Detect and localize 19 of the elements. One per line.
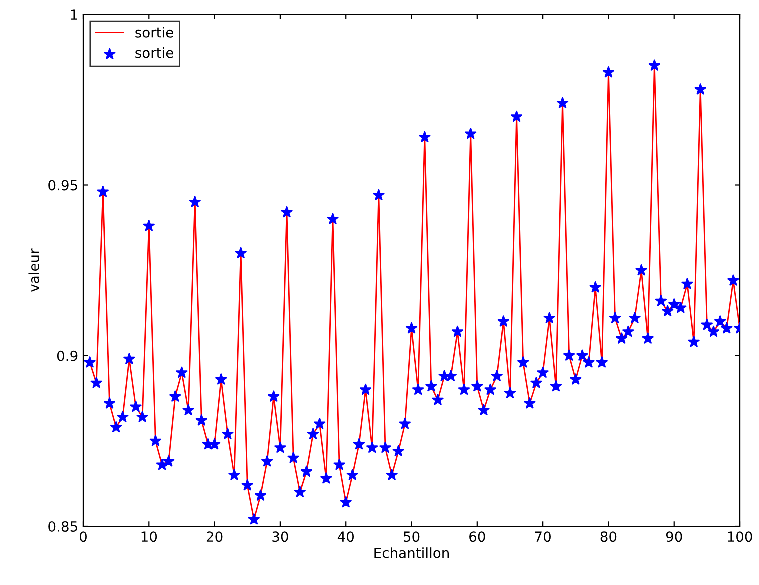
y-axis-title: valeur <box>28 248 40 292</box>
x-axis-title: Echantillon <box>374 548 450 558</box>
x-tick-label: 10 <box>142 532 158 542</box>
x-tick-label: 70 <box>535 532 551 542</box>
x-tick-label: 40 <box>338 532 354 542</box>
legend-label: sortie <box>136 27 174 38</box>
legend-label: sortie <box>136 48 174 58</box>
x-tick-label: 90 <box>666 532 682 542</box>
y-tick-label: 1 <box>71 10 78 20</box>
y-tick-label: 0.9 <box>57 350 78 362</box>
x-tick-label: 30 <box>272 532 288 542</box>
y-tick-label: 0.95 <box>48 180 78 191</box>
x-tick-label: 100 <box>728 532 752 542</box>
x-tick-label: 60 <box>470 532 486 542</box>
x-tick-label: 50 <box>404 532 420 542</box>
x-tick-label: 80 <box>600 532 617 542</box>
y-tick-label: 0.85 <box>48 521 78 532</box>
x-tick-label: 20 <box>206 532 223 542</box>
x-tick-label: 0 <box>80 532 87 542</box>
